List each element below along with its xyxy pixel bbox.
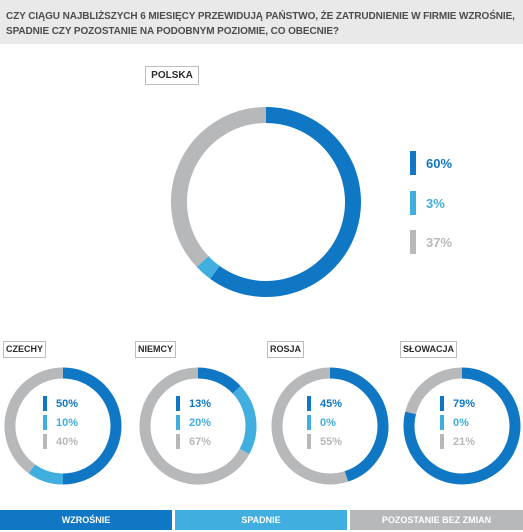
donut-svg-polska xyxy=(171,107,361,297)
donut-chart-polska xyxy=(166,85,366,318)
donut-segment-same xyxy=(171,107,267,268)
legend-swatch-down xyxy=(440,415,444,430)
header-bar xyxy=(0,0,523,44)
value-label-same: 55% xyxy=(320,435,343,448)
legend-row-same: 40% xyxy=(43,434,78,449)
donut-chart-slowacja xyxy=(399,363,523,489)
value-label-up: 60% xyxy=(426,155,453,171)
legend-swatch-down xyxy=(410,191,416,215)
donut-segment-up xyxy=(197,367,241,394)
legend-row-same: 21% xyxy=(440,434,475,449)
donut-svg-czechy xyxy=(4,367,122,485)
donut-segment-down xyxy=(196,255,220,279)
country-label-czechy: CZECHY xyxy=(3,341,47,358)
legend-swatch-down xyxy=(43,415,47,430)
legend-swatch-up xyxy=(176,396,180,411)
survey-question: CZY CIĄGU NAJBLIŻSZYCH 6 MIESIĘCY PRZEWI… xyxy=(6,11,515,37)
legend-row-down: 10% xyxy=(43,415,78,430)
value-label-down: 10% xyxy=(56,416,79,429)
value-label-up: 13% xyxy=(189,397,212,410)
legend-swatch-same xyxy=(43,434,47,449)
legend-swatch-same xyxy=(176,434,180,449)
legend-swatch-down xyxy=(176,415,180,430)
legend-row-up: 60% xyxy=(410,151,452,175)
legend-swatch-up xyxy=(307,396,311,411)
legend-row-down: 0% xyxy=(307,415,336,430)
donut-chart-rosja xyxy=(267,363,393,489)
value-label-same: 21% xyxy=(453,435,476,448)
value-label-same: 37% xyxy=(426,234,453,250)
donut-segment-up xyxy=(329,367,389,482)
legend-key-down: SPADNIE xyxy=(175,510,347,530)
value-label-down: 0% xyxy=(453,416,469,429)
legend-row-up: 79% xyxy=(440,396,475,411)
donut-chart-czechy xyxy=(2,363,128,489)
value-label-down: 20% xyxy=(189,416,212,429)
legend-row-down: 20% xyxy=(176,415,211,430)
legend-row-down: 0% xyxy=(440,415,469,430)
donut-segment-up xyxy=(62,367,122,485)
value-label-same: 40% xyxy=(56,435,79,448)
donut-svg-slowacja xyxy=(403,367,521,485)
legend-row-down: 3% xyxy=(410,191,445,215)
legend-swatch-down xyxy=(307,415,311,430)
donut-segment-same xyxy=(139,367,250,485)
legend-row-same: 67% xyxy=(176,434,211,449)
country-label-slowacja: SŁOWACJA xyxy=(400,341,458,358)
legend-swatch-same xyxy=(410,230,416,254)
donut-segment-down xyxy=(232,385,257,455)
value-label-up: 45% xyxy=(320,397,343,410)
legend-swatch-same xyxy=(440,434,444,449)
legend-row-same: 37% xyxy=(410,230,452,254)
donut-segment-up xyxy=(403,367,521,485)
value-label-down: 3% xyxy=(426,195,445,211)
legend-swatch-up xyxy=(43,396,47,411)
legend-key-up: WZROŚNIE xyxy=(0,510,172,530)
value-label-down: 0% xyxy=(320,416,336,429)
value-label-same: 67% xyxy=(189,435,212,448)
country-label-rosja: ROSJA xyxy=(267,341,305,358)
legend-swatch-up xyxy=(410,151,416,175)
donut-svg-rosja xyxy=(271,367,389,485)
donut-chart-niemcy xyxy=(135,363,261,489)
value-label-up: 50% xyxy=(56,397,79,410)
country-label-polska: POLSKA xyxy=(145,66,199,85)
legend-row-up: 13% xyxy=(176,396,211,411)
donut-segment-same xyxy=(4,367,64,474)
legend-row-up: 50% xyxy=(43,396,78,411)
donut-segment-down xyxy=(28,464,64,485)
donut-svg-niemcy xyxy=(139,367,257,485)
country-label-niemcy: NIEMCY xyxy=(135,341,177,358)
legend-swatch-up xyxy=(440,396,444,411)
value-label-up: 79% xyxy=(453,397,476,410)
donut-segment-same xyxy=(405,367,463,415)
legend-row-up: 45% xyxy=(307,396,342,411)
legend-row-same: 55% xyxy=(307,434,342,449)
legend-key-same: POZOSTANIE BEZ ZMIAN xyxy=(350,510,523,530)
donut-segment-same xyxy=(271,367,349,485)
legend-swatch-same xyxy=(307,434,311,449)
donut-segment-up xyxy=(210,107,361,297)
